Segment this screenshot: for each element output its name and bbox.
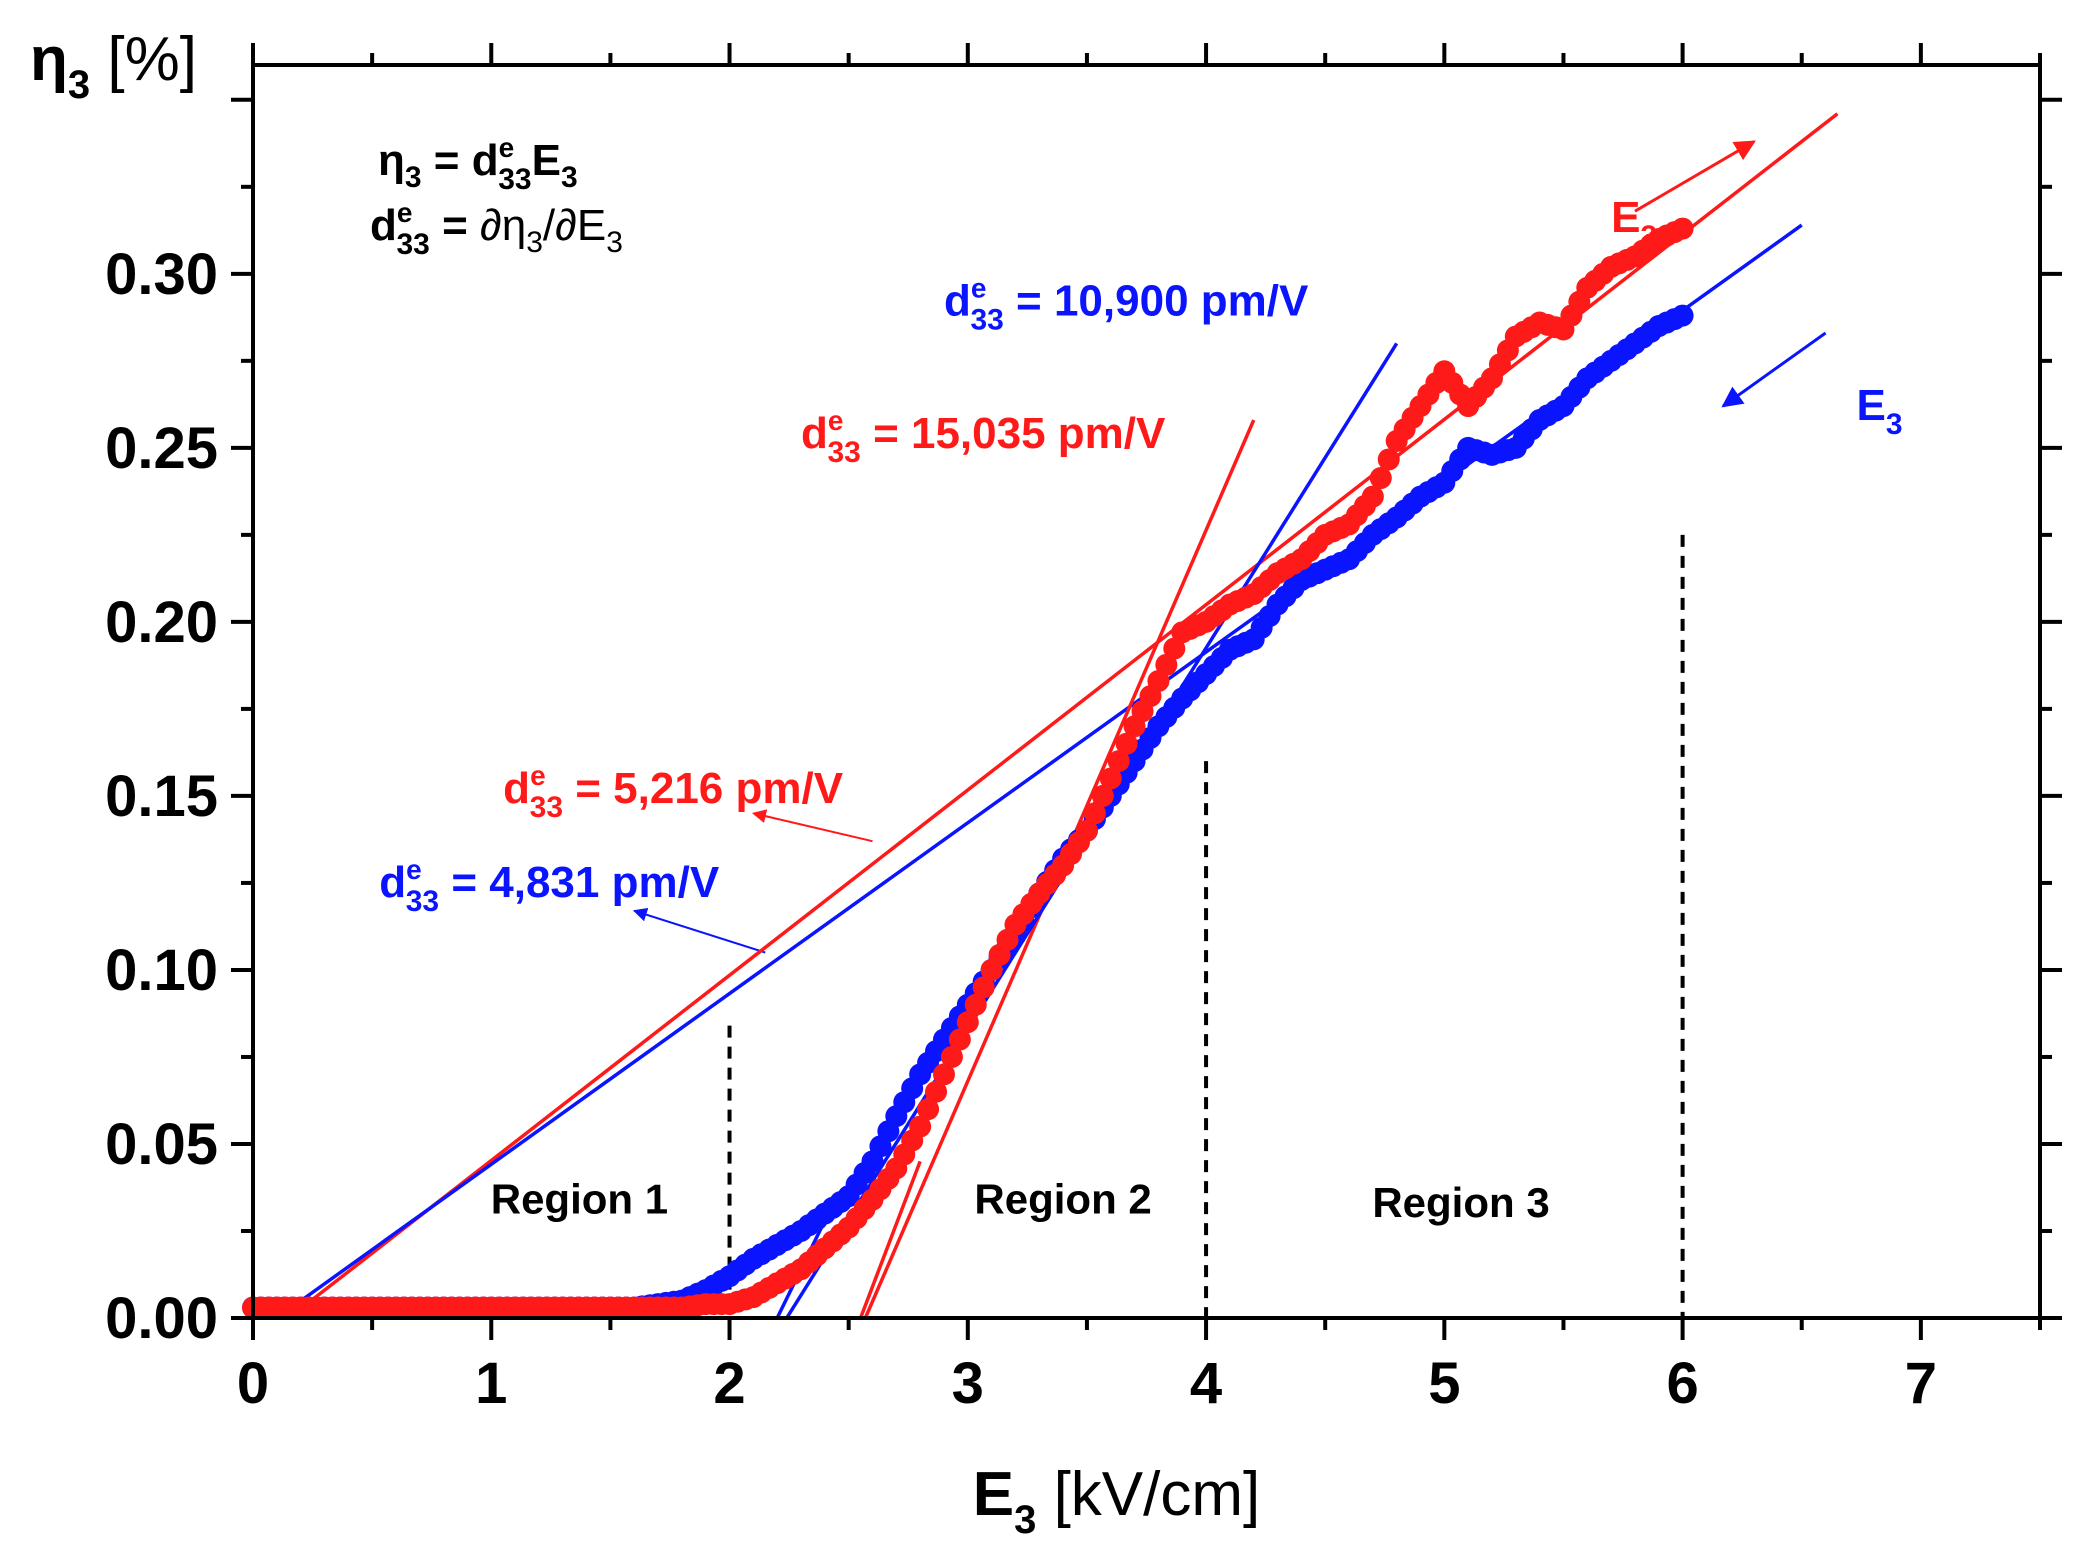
direction-arrow-1 (1634, 140, 1756, 213)
data-point (1147, 670, 1170, 693)
y-tick-label: 0.20 (105, 590, 218, 655)
data-point (940, 1045, 963, 1068)
x-tick-label: 3 (952, 1351, 984, 1416)
data-point (1099, 767, 1122, 790)
data-point (1163, 637, 1186, 660)
data-point (1091, 784, 1114, 807)
y-tick-label: 0.00 (105, 1286, 218, 1351)
x-tick-label: 7 (1905, 1351, 1937, 1416)
data-point (1155, 653, 1178, 676)
data-point (925, 1080, 948, 1103)
data-point (1107, 750, 1130, 773)
y-tick-label: 0.30 (105, 242, 218, 307)
x-tick-label: 4 (1190, 1351, 1222, 1416)
slope-label-4: de 33 = 4,831 pm/V (379, 854, 720, 918)
y-tick-label: 0.10 (105, 938, 218, 1003)
direction-label-2: E3 (1857, 381, 1903, 441)
y-tick-label: 0.15 (105, 764, 218, 829)
chart-decorations (632, 140, 1827, 1318)
y-axis-title: η3 [%] (30, 25, 197, 107)
data-point (1075, 819, 1098, 842)
plot-border (251, 63, 2042, 1320)
data-point (956, 1011, 979, 1034)
data-point (964, 993, 987, 1016)
data-point (909, 1115, 932, 1138)
data-point (972, 976, 995, 999)
x-tick-label: 6 (1666, 1351, 1698, 1416)
slope-label-2: de 33 = 15,035 pm/V (801, 405, 1166, 469)
x-tick-label: 5 (1428, 1351, 1460, 1416)
data-point (917, 1098, 940, 1121)
x-axis-title: E3 [kV/cm] (973, 1460, 1261, 1542)
y-tick-label: 0.05 (105, 1112, 218, 1177)
y-tick-label: 0.25 (105, 416, 218, 481)
data-point (948, 1028, 971, 1051)
plot-frame (231, 43, 2062, 1340)
equation-2: de 33 = ∂η3/∂E3 (370, 197, 623, 261)
data-point (932, 1063, 955, 1086)
chart-labels: E3 E3 0 1 2 3 4 5 6 7 0.00 0.05 0.10 0.15 0.20 0.25 0.30… (30, 25, 1937, 1542)
equation-1: η3 = de 33E3 (378, 132, 578, 196)
pointer-arrow-1 (751, 809, 873, 843)
data-point (1671, 304, 1694, 327)
direction-label-1: E3 (1611, 193, 1657, 253)
data-point (1115, 732, 1138, 755)
data-point (1361, 485, 1384, 508)
x-tick-label: 2 (713, 1351, 745, 1416)
data-point (1369, 467, 1392, 490)
pointer-arrow-2 (632, 907, 766, 954)
region-label-3: Region 3 (1372, 1179, 1549, 1226)
slope-label-1: de 33 = 10,900 pm/V (944, 273, 1309, 337)
data-points (242, 217, 1694, 1319)
direction-arrow-2 (1721, 331, 1827, 408)
fit-line-5 (858, 1160, 922, 1319)
slope-label-3: de 33 = 5,216 pm/V (503, 760, 844, 824)
x-tick-label: 1 (475, 1351, 507, 1416)
region-label-1: Region 1 (491, 1176, 668, 1223)
region-label-2: Region 2 (974, 1176, 1151, 1223)
data-point (1377, 448, 1400, 471)
data-point (1083, 802, 1106, 825)
data-point (1671, 217, 1694, 240)
x-tick-label: 0 (237, 1351, 269, 1416)
